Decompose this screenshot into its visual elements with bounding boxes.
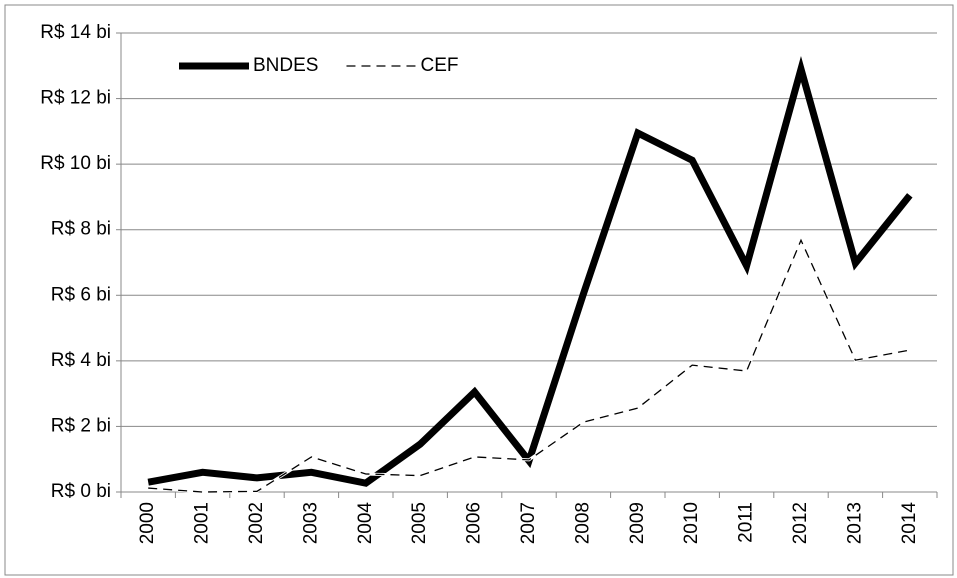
x-tick-label: 2009 — [627, 502, 648, 544]
x-tick-label: 2014 — [899, 502, 920, 545]
y-tick-label: R$ 12 bi — [40, 88, 111, 109]
series-line — [147, 56, 913, 487]
y-tick-label: R$ 0 bi — [51, 481, 111, 502]
x-tick-label: 2001 — [192, 502, 213, 544]
x-tick-label: 2010 — [681, 502, 702, 544]
chart-frame — [4, 4, 954, 576]
x-tick-label: 2006 — [464, 502, 485, 544]
y-tick-label: R$ 8 bi — [51, 219, 111, 240]
y-tick-label: R$ 2 bi — [51, 415, 111, 436]
legend-label: CEF — [420, 55, 458, 76]
y-tick-label: R$ 6 bi — [51, 284, 111, 305]
x-tick-label: 2008 — [572, 502, 593, 544]
x-tick-label: 2002 — [246, 502, 267, 544]
x-tick-label: 2012 — [790, 502, 811, 544]
x-tick-label: 2013 — [844, 502, 865, 544]
legend-label: BNDES — [253, 55, 318, 76]
y-tick-label: R$ 10 bi — [40, 153, 111, 174]
x-tick-label: 2011 — [736, 502, 757, 543]
x-tick-label: 2003 — [300, 502, 321, 544]
x-tick-label: 2000 — [137, 502, 158, 544]
x-tick-label: 2004 — [355, 502, 376, 545]
series-line — [148, 238, 910, 493]
y-tick-label: R$ 14 bi — [40, 22, 111, 43]
x-tick-label: 2007 — [518, 502, 539, 544]
y-tick-label: R$ 4 bi — [51, 350, 111, 371]
x-tick-label: 2005 — [409, 502, 430, 544]
